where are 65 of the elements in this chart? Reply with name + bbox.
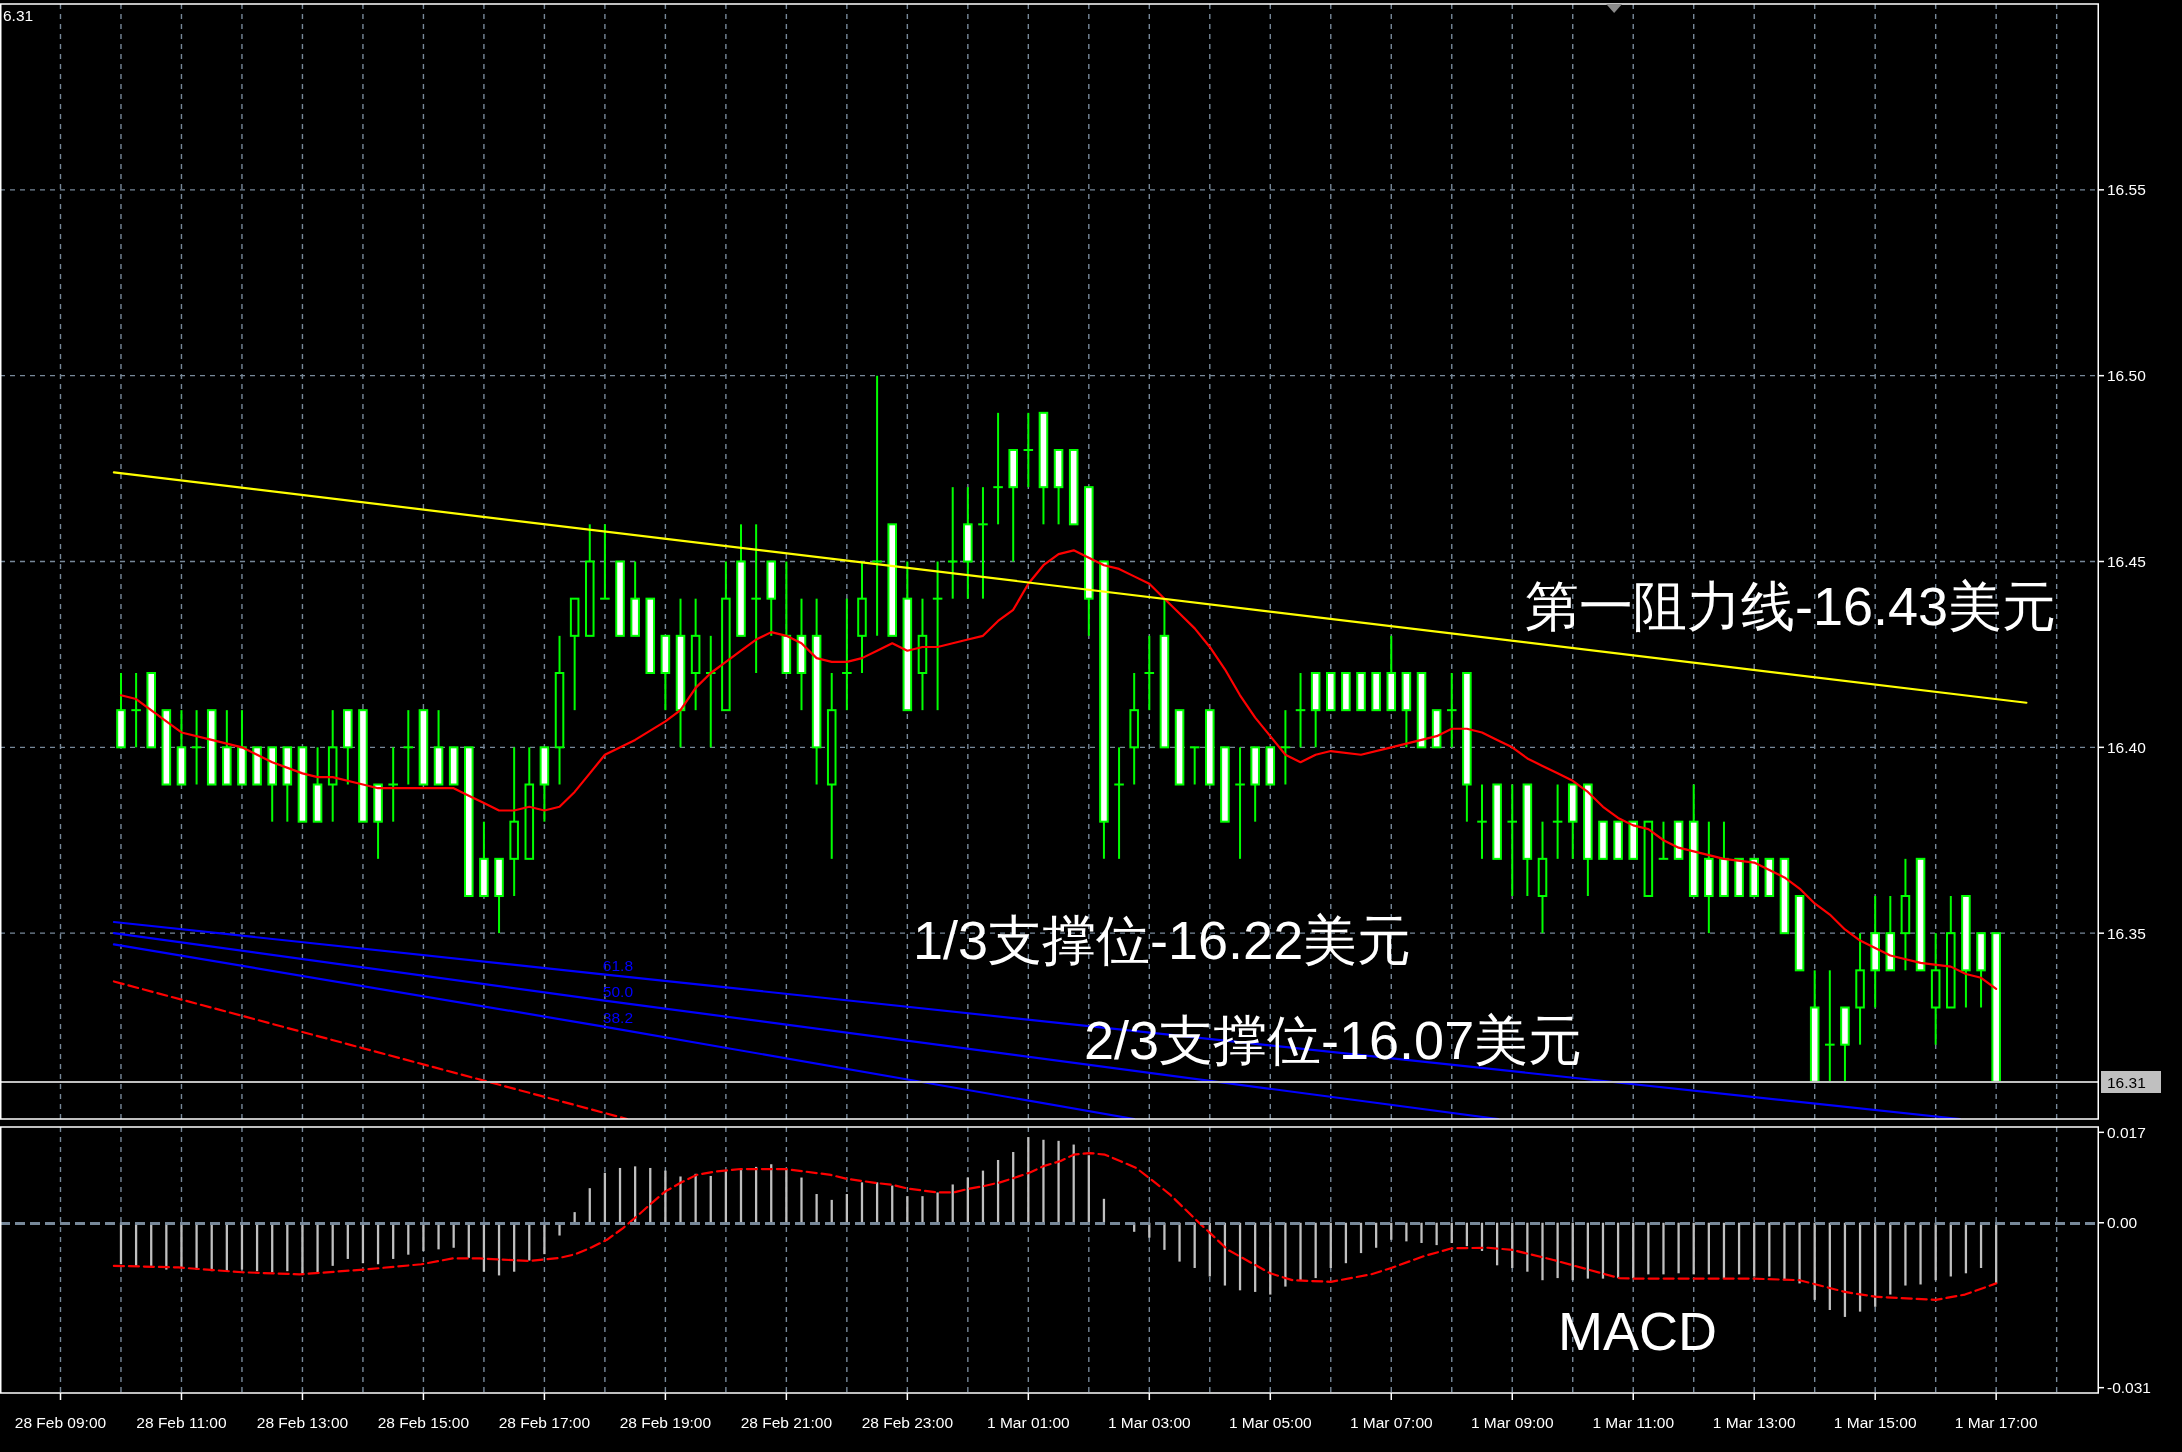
bar [815, 1194, 818, 1223]
y-tick-label: 16.35 [2107, 924, 2146, 942]
bar [936, 1192, 939, 1223]
bar [694, 1173, 697, 1223]
bar [800, 1177, 803, 1223]
bar [679, 1176, 682, 1223]
x-tick-label: 28 Feb 15:00 [377, 1413, 470, 1431]
bar [1556, 1222, 1559, 1279]
bar [1042, 1139, 1045, 1223]
series-label: 38.2 [602, 1009, 634, 1027]
bar [664, 1170, 667, 1223]
bar [422, 1222, 425, 1251]
bar [921, 1196, 924, 1223]
bar [437, 1222, 440, 1250]
bar [1783, 1222, 1786, 1281]
x-tick-label: 1 Mar 05:00 [1228, 1413, 1313, 1431]
y-tick-label: 16.45 [2107, 553, 2146, 570]
x-tick-label: 1 Mar 17:00 [1954, 1413, 2038, 1431]
y-tick-label: 16.40 [2107, 738, 2147, 756]
x-tick-label: 28 Feb 21:00 [740, 1413, 833, 1431]
bar [1163, 1222, 1166, 1250]
series-label: 50.0 [602, 983, 634, 1001]
x-tick-label: 1 Mar 01:00 [986, 1413, 1071, 1431]
x-tick-label: 28 Feb 23:00 [861, 1413, 954, 1431]
x-tick-label: 1 Mar 09:00 [1470, 1413, 1554, 1431]
bar [1057, 1140, 1060, 1223]
bar [1526, 1222, 1529, 1272]
x-tick-label: 1 Mar 13:00 [1712, 1413, 1796, 1431]
annotation: MACD [1558, 1301, 1717, 1361]
bar [1178, 1222, 1181, 1262]
bar [195, 1222, 198, 1270]
bar [180, 1222, 183, 1268]
bar [1284, 1222, 1287, 1287]
x-tick-label: 1 Mar 07:00 [1349, 1413, 1433, 1431]
bar [1541, 1222, 1544, 1281]
y-tick-label: 16.55 [2107, 181, 2146, 199]
bar [1919, 1222, 1922, 1285]
x-tick-label: 28 Feb 09:00 [14, 1413, 107, 1431]
bar [1677, 1222, 1680, 1274]
bar [316, 1222, 319, 1273]
bar [1299, 1222, 1302, 1281]
annotation: 1/3支撑位-16.22美元 [913, 910, 1412, 970]
bar [1904, 1222, 1907, 1286]
bar [1420, 1222, 1423, 1243]
annotation: 6.31 [3, 6, 34, 24]
bar [301, 1222, 304, 1275]
y-tick-label: 16.50 [2107, 367, 2147, 385]
x-tick-label: 28 Feb 17:00 [498, 1413, 591, 1431]
x-tick-label: 28 Feb 19:00 [619, 1413, 712, 1431]
x-tick-label: 28 Feb 13:00 [256, 1413, 349, 1431]
ref-line-label: 16.31 [2107, 1073, 2146, 1091]
y-tick-label: 0.00 [2107, 1214, 2138, 1232]
x-tick-label: 28 Feb 11:00 [136, 1413, 227, 1431]
annotation: 第一阻力线-16.43美元 [1525, 576, 2057, 636]
bar [1798, 1222, 1801, 1284]
bar [1405, 1222, 1408, 1242]
x-tick-label: 1 Mar 03:00 [1107, 1413, 1192, 1431]
y-tick-label: 0.017 [2107, 1123, 2146, 1141]
bar [543, 1222, 546, 1255]
bar [785, 1169, 788, 1223]
y-tick-label: -0.031 [2107, 1379, 2151, 1397]
series-label: 61.8 [602, 957, 634, 975]
x-tick-label: 1 Mar 11:00 [1592, 1413, 1675, 1431]
x-tick-label: 1 Mar 15:00 [1833, 1413, 1917, 1431]
bar [1662, 1222, 1665, 1275]
